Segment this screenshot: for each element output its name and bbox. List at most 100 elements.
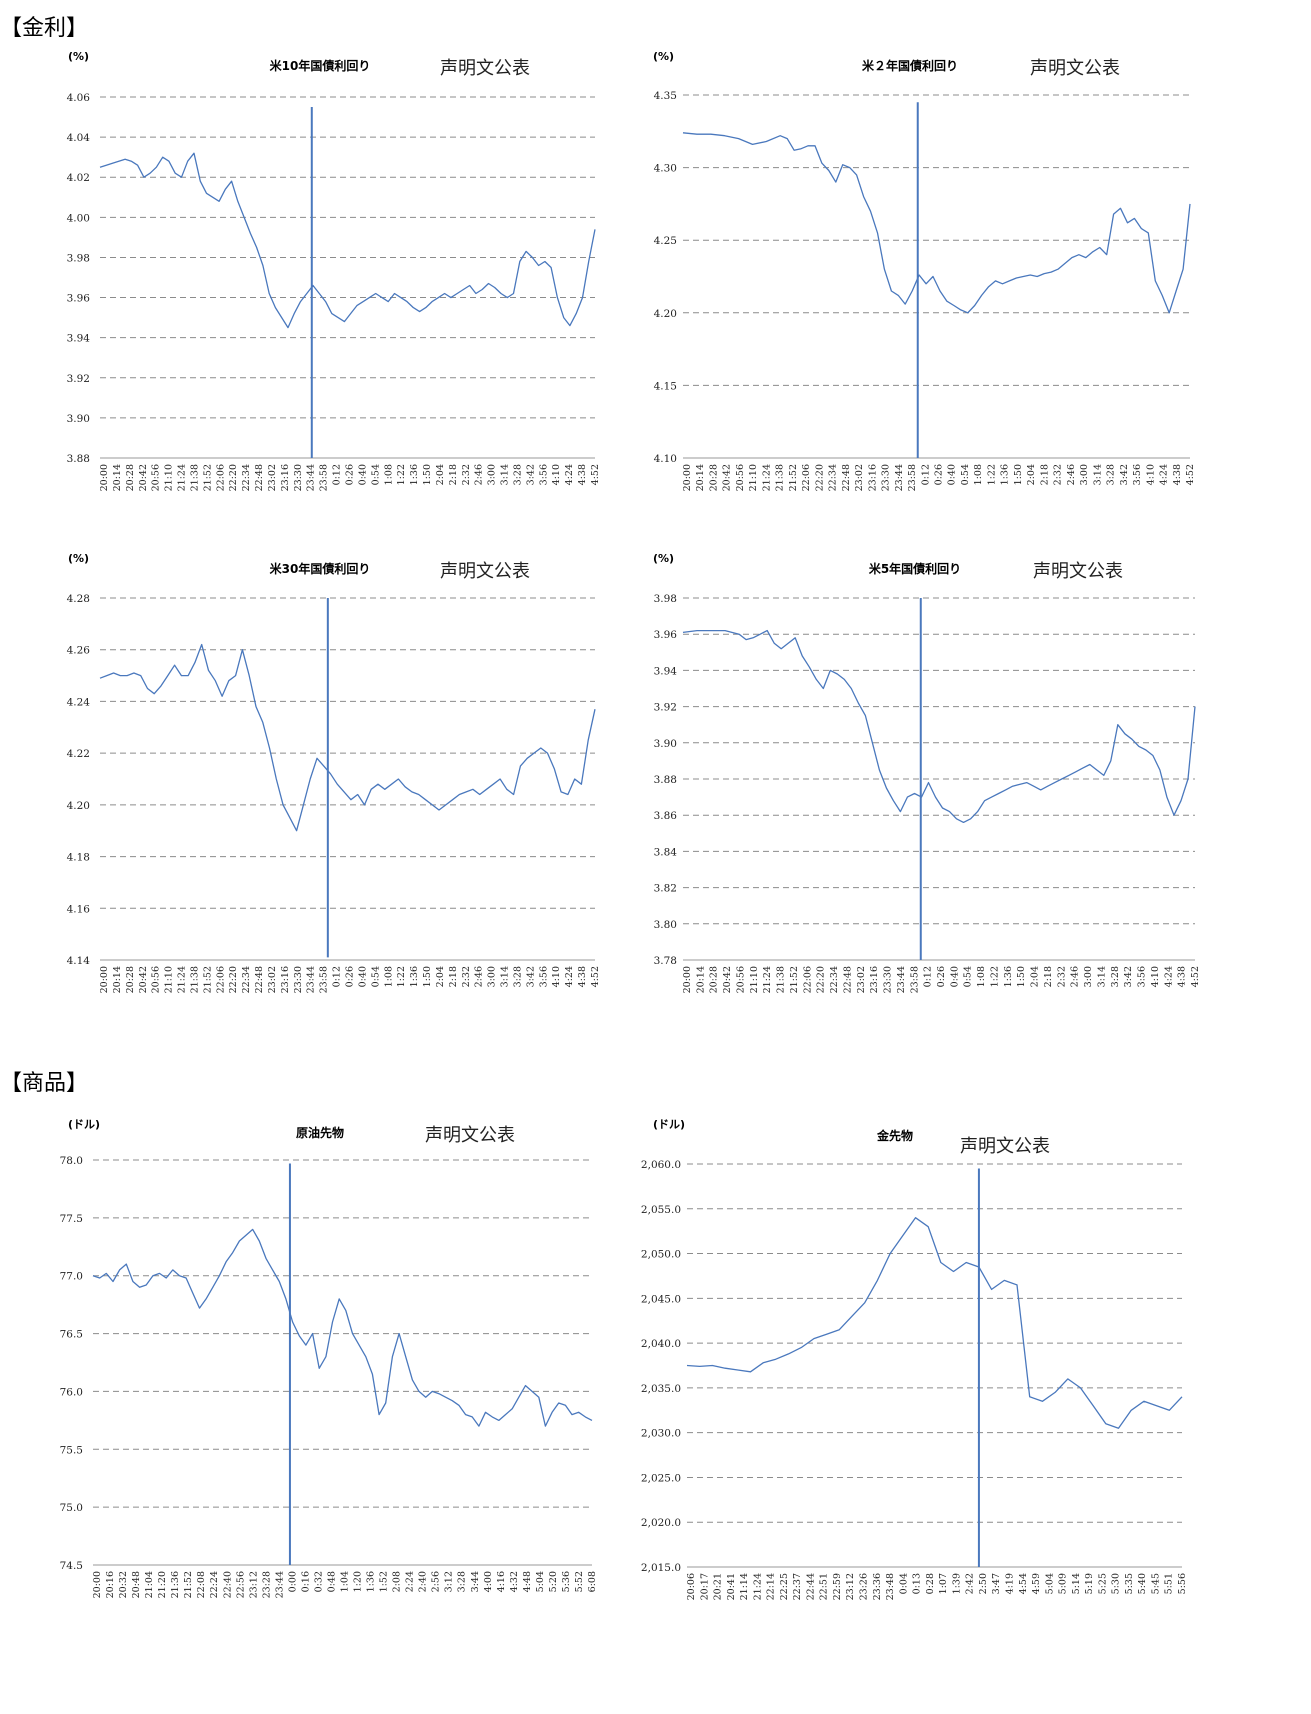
chart-3-x-tick-label: 21:38 (776, 966, 787, 993)
chart-2-x-tick-label: 3:00 (487, 966, 498, 987)
section-title-commodities: 【商品】 (0, 1071, 89, 1096)
chart-2-y-tick-label: 4.24 (67, 696, 91, 708)
chart-4-x-tick-label: 23:12 (248, 1571, 259, 1598)
chart-3-y-tick-label: 3.84 (654, 846, 678, 858)
chart-5-x-tick-label: 22:37 (792, 1573, 803, 1600)
chart-1-x-tick-label: 20:56 (735, 464, 746, 491)
chart-0-x-tick-label: 23:44 (306, 464, 317, 491)
chart-0-x-tick-label: 0:12 (332, 464, 343, 485)
chart-4-event-annotation: 声明文公表 (425, 1125, 515, 1146)
chart-1-x-tick-label: 21:10 (748, 464, 759, 491)
chart-0-x-tick-label: 1:22 (396, 464, 407, 485)
chart-4-x-tick-label: 3:12 (444, 1571, 455, 1592)
chart-2-series-line (99, 643, 596, 832)
chart-2-x-tick-label: 22:48 (254, 966, 265, 993)
chart-3-x-tick-label: 23:02 (856, 966, 867, 993)
chart-1-x-tick-label: 0:40 (947, 464, 958, 485)
chart-5-x-tick-label: 0:28 (925, 1573, 936, 1594)
chart-5-x-tick-label: 5:04 (1044, 1573, 1055, 1594)
chart-3-x-tick-label: 4:38 (1177, 966, 1188, 987)
chart-0-x-tick-label: 20:42 (138, 464, 149, 491)
chart-1-x-tick-label: 1:36 (1000, 464, 1011, 485)
chart-0-y-tick-label: 4.00 (67, 212, 90, 224)
chart-2-y-tick-label: 4.14 (67, 955, 91, 967)
chart-0-x-tick-label: 2:04 (435, 464, 446, 485)
chart-2-x-tick-label: 2:18 (448, 966, 459, 987)
chart-3-y-tick-label: 3.94 (654, 665, 678, 677)
chart-3-x-tick-label: 0:54 (963, 966, 974, 987)
chart-5-x-tick-label: 5:40 (1137, 1573, 1148, 1594)
chart-5-y-tick-label: 2,060.0 (641, 1159, 681, 1171)
chart-5-x-tick-label: 20:17 (699, 1573, 710, 1600)
chart-1-x-tick-label: 23:02 (854, 464, 865, 491)
chart-2-x-tick-label: 2:46 (474, 966, 485, 987)
chart-0-x-tick-label: 21:38 (189, 464, 200, 491)
chart-1-y-tick-label: 4.15 (654, 380, 677, 392)
chart-0-y-tick-label: 3.90 (67, 413, 90, 425)
chart-0-x-tick-label: 1:36 (409, 464, 420, 485)
chart-2-x-tick-label: 0:54 (370, 966, 381, 987)
chart-5-x-tick-label: 20:21 (713, 1573, 724, 1600)
chart-4-x-tick-label: 4:16 (496, 1571, 507, 1592)
chart-2-x-tick-label: 22:34 (241, 966, 252, 993)
chart-0-x-tick-label: 21:10 (164, 464, 175, 491)
chart-4-x-tick-label: 0:32 (313, 1571, 324, 1592)
chart-1-x-tick-label: 0:26 (934, 464, 945, 485)
chart-4-x-tick-label: 23:28 (261, 1571, 272, 1598)
chart-2-x-tick-label: 4:24 (564, 966, 575, 987)
chart-5-x-tick-label: 5:14 (1071, 1573, 1082, 1594)
chart-0-x-tick-label: 1:08 (383, 464, 394, 485)
chart-4-x-tick-label: 22:40 (222, 1571, 233, 1598)
chart-4-x-tick-label: 21:20 (157, 1571, 168, 1598)
chart-1-x-tick-label: 3:28 (1106, 464, 1117, 485)
chart-5-y-tick-label: 2,035.0 (641, 1383, 681, 1395)
chart-2-y-tick-label: 4.22 (67, 748, 90, 760)
chart-2-x-tick-label: 21:24 (177, 966, 188, 993)
chart-5-x-tick-label: 5:51 (1164, 1573, 1175, 1594)
chart-3-x-tick-label: 3:42 (1123, 966, 1134, 987)
chart-4-x-tick-label: 20:00 (92, 1571, 103, 1598)
chart-0-y-tick-label: 4.06 (67, 92, 91, 104)
chart-3-x-tick-label: 0:26 (936, 966, 947, 987)
chart-2-x-tick-label: 2:32 (461, 966, 472, 987)
chart-2-y-tick-label: 4.20 (67, 800, 90, 812)
chart-3-x-tick-label: 2:18 (1043, 966, 1054, 987)
chart-5-x-tick-label: 21:14 (739, 1573, 750, 1600)
chart-2-unit-label: (%) (68, 552, 89, 565)
chart-3-x-tick-label: 4:24 (1163, 966, 1174, 987)
chart-3-x-tick-label: 23:58 (909, 966, 920, 993)
chart-0-y-tick-label: 4.02 (67, 172, 90, 184)
chart-2-x-tick-label: 20:42 (138, 966, 149, 993)
chart-2-x-tick-label: 20:14 (112, 966, 123, 993)
chart-4-x-tick-label: 5:52 (574, 1571, 585, 1592)
chart-4-x-tick-label: 0:16 (300, 1571, 311, 1592)
chart-3-x-tick-label: 2:46 (1070, 966, 1081, 987)
chart-5-x-tick-label: 23:12 (845, 1573, 856, 1600)
chart-0-x-tick-label: 2:46 (474, 464, 485, 485)
chart-0-x-tick-label: 2:32 (461, 464, 472, 485)
chart-2-y-tick-label: 4.16 (67, 903, 91, 915)
chart-1-x-tick-label: 3:42 (1119, 464, 1130, 485)
chart-3-y-tick-label: 3.88 (654, 774, 677, 786)
chart-3-x-tick-label: 3:56 (1137, 966, 1148, 987)
chart-4-x-tick-label: 0:00 (287, 1571, 298, 1592)
chart-0-x-tick-label: 22:48 (254, 464, 265, 491)
chart-1-x-tick-label: 22:34 (828, 464, 839, 491)
chart-4-x-tick-label: 4:32 (509, 1571, 520, 1592)
chart-1-event-annotation: 声明文公表 (1030, 58, 1120, 79)
chart-3-y-tick-label: 3.80 (654, 919, 677, 931)
chart-5-series-line (686, 1217, 1183, 1429)
chart-0-series-line (99, 152, 596, 329)
chart-0-x-tick-label: 3:42 (525, 464, 536, 485)
chart-2-x-tick-label: 22:06 (215, 966, 226, 993)
chart-5-x-tick-label: 2:42 (965, 1573, 976, 1594)
chart-2-x-tick-label: 0:12 (332, 966, 343, 987)
chart-5-x-tick-label: 3:47 (991, 1573, 1002, 1594)
chart-us2y-svg: (%) 米２年国債利回り 声明文公表 4.10 4.15 4.20 4.25 4.30 4.35… (653, 50, 1196, 491)
chart-3-x-tick-label: 4:10 (1150, 966, 1161, 987)
chart-3-x-tick-label: 20:56 (735, 966, 746, 993)
chart-3-x-tick-label: 1:08 (976, 966, 987, 987)
chart-1-x-tick-label: 22:06 (801, 464, 812, 491)
chart-4-y-tick-label: 77.0 (60, 1271, 83, 1283)
chart-2-x-tick-label: 21:52 (202, 966, 213, 993)
